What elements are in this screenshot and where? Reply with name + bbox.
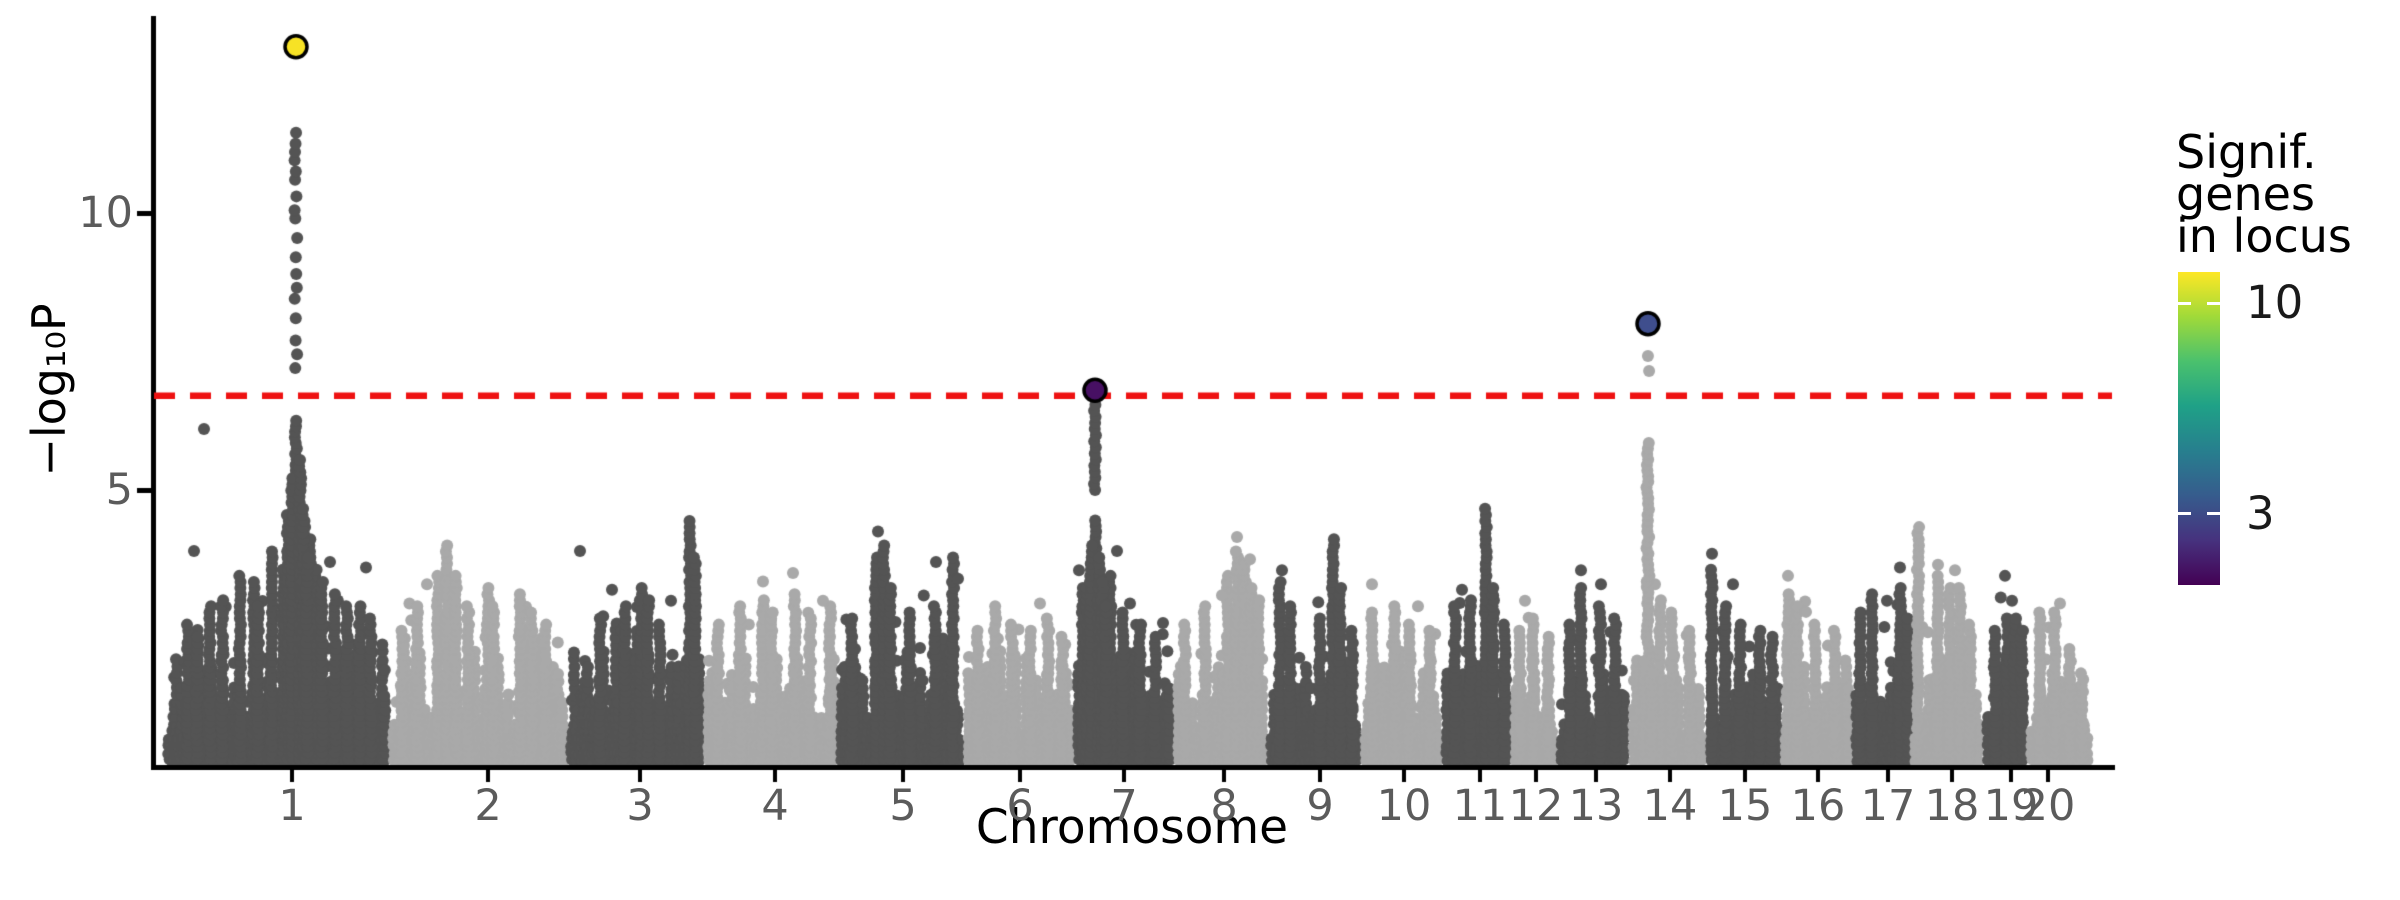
x-tick-label-chr20: 20	[2020, 781, 2076, 831]
x-tick-label-chr17: 17	[1860, 781, 1916, 831]
x-tick-label-chr11: 11	[1452, 781, 1508, 831]
x-tick-label-chr14: 14	[1642, 781, 1698, 831]
x-tick-label-chr2: 2	[474, 781, 502, 831]
x-tick-label-chr18: 18	[1924, 781, 1980, 831]
legend-title-line-2: genes	[2176, 167, 2315, 221]
x-tick-label-chr9: 9	[1306, 781, 1334, 831]
x-tick-label-chr5: 5	[889, 781, 917, 831]
x-tick-label-chr13: 13	[1568, 781, 1624, 831]
x-tick-label-chr10: 10	[1376, 781, 1432, 831]
x-tick-label-chr4: 4	[761, 781, 789, 831]
colorbar-tick-label-10: 10	[2246, 276, 2304, 330]
x-axis-label: Chromosome	[975, 800, 1289, 855]
colorbar-tick-dash	[2207, 512, 2220, 516]
x-tick-label-chr8: 8	[1210, 781, 1238, 831]
colorbar-tick-dash	[2207, 301, 2220, 305]
legend-title-line-3: in locus	[2176, 209, 2352, 263]
legend-title-line-1: Signif.	[2176, 125, 2317, 179]
x-tick-label-chr19: 19	[1983, 781, 2039, 831]
x-tick-label-chr12: 12	[1508, 781, 1564, 831]
colorbar-tick-dash	[2178, 301, 2191, 305]
x-tick-label-chr1: 1	[278, 781, 306, 831]
y-tick-label: 5	[105, 465, 133, 515]
x-tick-label-chr16: 16	[1790, 781, 1846, 831]
x-tick-label-chr6: 6	[1006, 781, 1034, 831]
colorbar-tick-label-3: 3	[2246, 486, 2275, 540]
colorbar-tick-dash	[2178, 512, 2191, 516]
x-tick-label-chr3: 3	[626, 781, 654, 831]
colorbar-gradient	[2178, 272, 2220, 585]
x-tick-label-chr15: 15	[1717, 781, 1773, 831]
y-tick-label: 10	[78, 188, 133, 238]
x-tick-label-chr7: 7	[1110, 781, 1138, 831]
